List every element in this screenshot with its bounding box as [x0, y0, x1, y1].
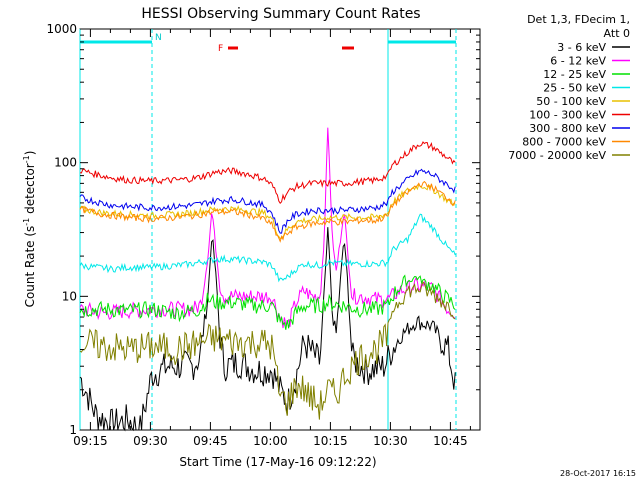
timestamp: 28-Oct-2017 16:15 [560, 469, 636, 478]
series-line-4 [79, 183, 456, 239]
plot-frame [79, 28, 481, 431]
y-tick-label-3: 1000 [46, 22, 77, 36]
y-tick-label-2: 100 [54, 156, 77, 170]
y-label-sup1: -1 [22, 218, 31, 226]
flare-label: F [218, 44, 223, 54]
y-label-sup2: -1 [22, 155, 31, 163]
legend-label-5: 100 - 300 keV [529, 109, 606, 122]
x-tick-label-3: 10:00 [253, 434, 288, 448]
x-tick-label-4: 10:15 [313, 434, 348, 448]
series-line-8 [79, 281, 456, 420]
legend-label-2: 12 - 25 keV [543, 68, 606, 81]
series-line-6 [79, 168, 456, 234]
legend-label-4: 50 - 100 keV [536, 95, 606, 108]
legend-header-line-1: Det 1,3, FDecim 1, [527, 13, 630, 26]
series-line-5 [79, 141, 456, 204]
legend-label-1: 6 - 12 keV [550, 55, 606, 68]
y-label-end: ) [23, 151, 37, 156]
y-tick-label-1: 10 [62, 289, 77, 303]
x-tick-label-5: 10:30 [373, 434, 408, 448]
x-tick-label-2: 09:45 [193, 434, 228, 448]
legend-label-3: 25 - 50 keV [543, 82, 606, 95]
chart-title: HESSI Observing Summary Count Rates [141, 6, 420, 22]
legend-label-0: 3 - 6 keV [557, 41, 606, 54]
series-layer [79, 127, 456, 432]
y-label-mid: detector [23, 163, 37, 218]
series-line-2 [79, 274, 456, 330]
legend-label-7: 800 - 7000 keV [522, 136, 606, 149]
legend-label-6: 300 - 800 keV [529, 122, 606, 135]
series-line-1 [79, 127, 456, 329]
x-tick-label-6: 10:45 [433, 434, 468, 448]
axis-layer: 09:15 09:30 09:45 10:00 10:15 10:30 10:45 1 10 10… [46, 22, 480, 448]
night-label: N [155, 33, 162, 43]
x-axis-label: Start Time (17-May-16 09:12:22) [179, 455, 376, 469]
x-tick-label-1: 09:30 [133, 434, 168, 448]
y-label-main: Count Rate (s [23, 226, 37, 308]
legend-header-line-2: Att 0 [604, 27, 630, 40]
x-tick-label-0: 09:15 [73, 434, 108, 448]
y-axis-label: Count Rate (s-1 detector-1) [22, 151, 37, 308]
y-tick-label-0: 1 [69, 423, 77, 437]
annotation-layer: NF [79, 29, 457, 430]
series-line-3 [79, 213, 456, 283]
series-line-0 [79, 227, 456, 432]
series-line-7 [79, 180, 456, 243]
legend-label-8: 7000 - 20000 keV [508, 149, 606, 162]
